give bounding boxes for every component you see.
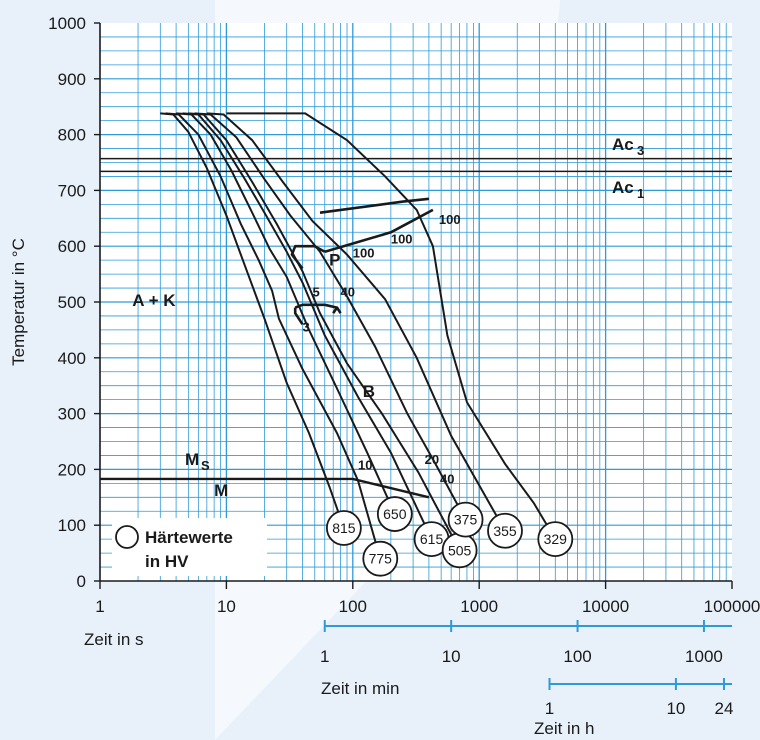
- ms-subscript: S: [201, 458, 210, 473]
- ms-line: [100, 477, 430, 499]
- secondary-tick-label: 10: [666, 699, 685, 718]
- fraction-label: 3: [303, 320, 310, 335]
- y-tick-label: 0: [77, 572, 86, 591]
- legend-box: [112, 518, 267, 576]
- y-tick-label: 100: [58, 516, 86, 535]
- x-tick-label: 100000: [704, 597, 760, 616]
- hardness-value: 775: [369, 551, 393, 567]
- bainite-bulge-line: [294, 303, 339, 314]
- secondary-tick-label: 1: [545, 699, 554, 718]
- x-tick-label: 1000: [460, 597, 498, 616]
- y-tick-label: 200: [58, 460, 86, 479]
- region-label: M: [214, 481, 228, 500]
- secondary-tick-label: 1: [320, 647, 329, 666]
- bainite-start-line: [293, 307, 304, 326]
- ac-label: Ac: [612, 178, 634, 197]
- secondary-tick-label: 1000: [685, 647, 723, 666]
- y-tick-label: 700: [58, 181, 86, 200]
- secondary-tick-label: 100: [563, 647, 591, 666]
- axes: 0 100 200 300 400 500 600 700 800 900 1000 1 10 100 10…: [9, 14, 760, 738]
- cooling-curve: [165, 112, 382, 559]
- hardness-value: 355: [493, 523, 517, 539]
- pearlite-nose-line: [290, 244, 326, 270]
- secondary-axis-label: Zeit in h: [534, 719, 594, 738]
- hardness-circle: [325, 510, 362, 546]
- x-tick-label: 1: [95, 597, 104, 616]
- hardness-circle: [447, 501, 484, 538]
- pearlite-end-line: [324, 208, 434, 254]
- legend-text: in HV: [145, 552, 189, 571]
- secondary-tick-label: 10: [442, 647, 461, 666]
- legend-text: Härtewerte: [145, 528, 233, 547]
- y-tick-label: 400: [58, 349, 86, 368]
- hardness-circle: [487, 512, 523, 549]
- fraction-label: 20: [425, 452, 439, 467]
- cooling-curves: [160, 112, 557, 559]
- hardness-value: 650: [383, 506, 407, 522]
- y-tick-label: 300: [58, 405, 86, 424]
- hardness-value: 505: [448, 542, 472, 558]
- fraction-label: 5: [313, 284, 320, 299]
- cooling-curve: [160, 112, 345, 529]
- hardness-value: 375: [454, 512, 478, 528]
- reference-lines: Ac 3Ac 1M S: [100, 135, 732, 499]
- hardness-circle: [376, 496, 413, 532]
- y-tick-label: 500: [58, 293, 86, 312]
- legend: Härtewerte in HV: [112, 518, 267, 576]
- grid: [100, 23, 732, 581]
- x-tick-label: 10: [217, 597, 236, 616]
- hardness-value: 815: [332, 520, 356, 536]
- cooling-curve: [176, 112, 396, 515]
- fraction-label: 40: [440, 471, 454, 486]
- cooling-curve: [188, 112, 461, 551]
- x-tick-label: 100: [339, 597, 367, 616]
- hardness-circle: [537, 521, 574, 558]
- ms-label: M: [185, 450, 199, 469]
- secondary-tick-label: 24: [715, 699, 734, 718]
- region-label: A + K: [132, 291, 176, 310]
- cooling-curve: [206, 112, 506, 532]
- hardness-circle: [362, 540, 399, 577]
- transformation-lines: [290, 197, 434, 326]
- y-tick-label: 900: [58, 70, 86, 89]
- y-tick-label: 1000: [48, 14, 86, 33]
- x-tick-label: 10000: [582, 597, 629, 616]
- ac-label: Ac: [612, 135, 634, 154]
- region-label: P: [329, 251, 340, 270]
- bainite-end-line: [335, 306, 342, 314]
- ac-subscript: 3: [637, 143, 644, 158]
- cooling-curve: [194, 112, 467, 521]
- secondary-axis-label: Zeit in min: [321, 679, 399, 698]
- fraction-label: 40: [341, 284, 355, 299]
- hardness-value: 615: [420, 531, 444, 547]
- legend-circle: [115, 525, 139, 549]
- cooling-curve: [226, 112, 557, 540]
- cooling-curve: [182, 112, 433, 540]
- hardness-value: 329: [544, 531, 568, 547]
- fraction-label: 100: [439, 212, 461, 227]
- pearlite-start-line: [319, 197, 430, 214]
- y-tick-label: 800: [58, 126, 86, 145]
- fraction-label: 10: [358, 457, 372, 472]
- fraction-label: 100: [391, 231, 413, 246]
- fraction-label: 100: [353, 245, 375, 260]
- ac-subscript: 1: [637, 186, 644, 201]
- region-label: B: [363, 382, 375, 401]
- y-axis-label: Temperatur in °C: [9, 238, 28, 366]
- y-tick-label: 600: [58, 237, 86, 256]
- x-axis-label: Zeit in s: [84, 630, 144, 649]
